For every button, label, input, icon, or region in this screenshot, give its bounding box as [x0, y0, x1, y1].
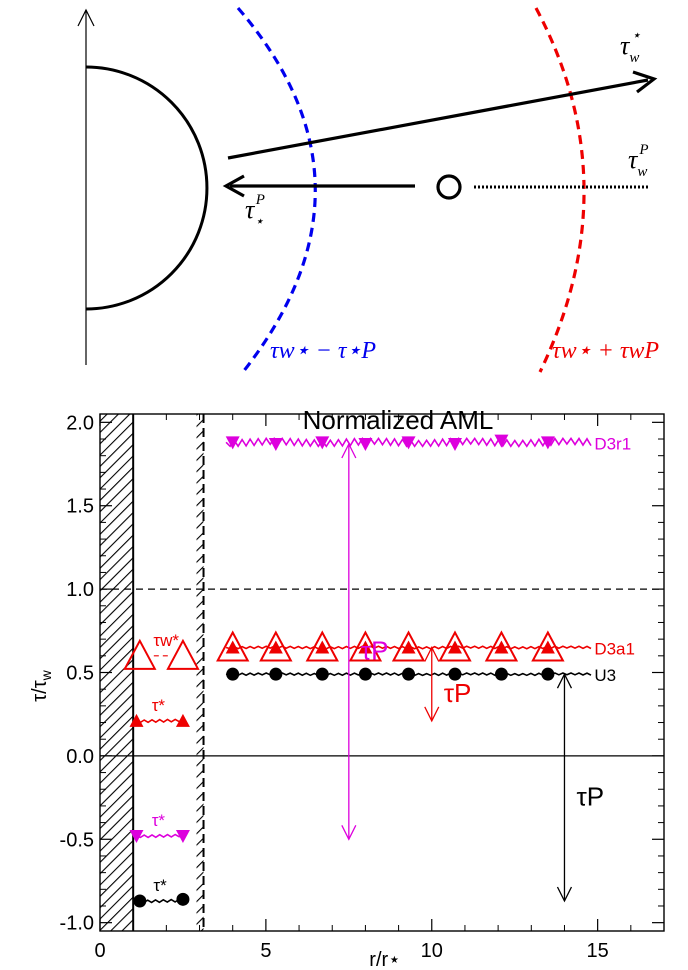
tau-p-arrowhead-bottom: [424, 706, 440, 723]
label-red-curve: τw⋆ + τwP: [552, 338, 659, 364]
source-region-hatch: [196, 414, 204, 931]
data-point-D3a1: [358, 640, 373, 654]
chart-title: Normalized AML: [303, 405, 494, 435]
planet-circle: [436, 174, 462, 200]
y-tick-label: 1.0: [66, 579, 94, 601]
data-point-D3a1-open: [438, 630, 472, 662]
data-point-D3a1-open: [305, 630, 339, 662]
inner-point-label: τ*: [152, 696, 166, 715]
y-axis-label: τ/τw: [29, 669, 54, 701]
y-tick-label: -0.5: [60, 829, 94, 851]
data-point-U3: [448, 667, 462, 681]
data-point-D3a1-open: [348, 630, 383, 662]
x-axis-label: r/r⋆: [369, 949, 400, 970]
wind-arrow-line: [227, 78, 649, 160]
inner-point-label: τ*: [153, 876, 167, 895]
tau-p-label: τP: [361, 636, 389, 666]
label-tau-w-P: τwP: [628, 142, 649, 180]
schematic-axis-arrowhead: [77, 8, 95, 27]
inner-link: [139, 898, 184, 904]
y-tick-label: 1.5: [66, 496, 94, 518]
plot-area: 0 5 10 15 -1.0 -0.5 0.0 0.5 1.0 1.5 2.0 D3r1 D3a1 U3 τ…: [60, 412, 665, 962]
data-point-D3a1: [494, 640, 509, 654]
star-semicircle: [85, 65, 209, 311]
series-label-U3: U3: [594, 666, 616, 685]
series-label-D3a1: D3a1: [594, 639, 635, 658]
data-point-D3a1-open: [216, 630, 250, 662]
inner-data-point: [129, 713, 144, 727]
x-tick-label: 15: [587, 940, 609, 962]
data-point-D3a1-open: [531, 630, 565, 662]
tau-p-arrowhead-top: [341, 442, 357, 459]
schematic-panel: τw⋆ τwP τ⋆P τw⋆ − τ⋆P τw⋆ + τwP: [77, 6, 659, 373]
tau-p-arrowhead-bottom: [341, 824, 357, 841]
label-blue-curve: τw⋆ − τ⋆P: [270, 338, 376, 364]
data-point-U3: [541, 667, 555, 681]
label-tau-w-star: τw⋆: [620, 28, 641, 66]
data-point-D3r1: [315, 436, 330, 450]
data-point-D3a1-open: [259, 630, 293, 662]
red-dashed-curve: [534, 7, 586, 373]
data-point-D3r1: [540, 436, 555, 450]
inner-link: [136, 718, 184, 724]
y-tick-label: 2.0: [66, 412, 94, 434]
tau-p-label: τP: [444, 678, 472, 708]
data-point-D3a1: [225, 640, 240, 654]
chart-panel: Normalized AML 0 5 10 15 -1.0 -0.5 0.0 0.5 1.0 1.…: [29, 405, 665, 970]
data-point-D3r1: [494, 434, 509, 448]
inner-data-point: [176, 892, 190, 906]
planet-arrow-head: [222, 174, 245, 198]
data-point-D3a1-open: [484, 630, 519, 662]
tau-p-label: τP: [576, 782, 604, 812]
inner-data-point: [123, 638, 157, 670]
data-point-D3a1-open: [391, 630, 426, 662]
inner-data-point: [175, 713, 190, 727]
x-tick-label: 5: [260, 940, 271, 962]
blue-dashed-curve: [236, 6, 317, 373]
data-point-D3a1: [401, 640, 416, 654]
inner-point-label: τw*: [153, 631, 179, 650]
inner-point-label: τ*: [152, 811, 166, 830]
data-point-U3: [358, 667, 372, 681]
inner-data-point: [133, 894, 147, 908]
data-point-D3r1: [401, 436, 416, 450]
label-tau-star-P: τ⋆P: [245, 192, 265, 230]
series-label-D3r1: D3r1: [594, 434, 631, 453]
inner-data-point: [175, 829, 190, 843]
tau-p-arrowhead-bottom: [556, 886, 573, 903]
data-point-D3r1: [268, 438, 283, 452]
y-tick-label: -1.0: [60, 913, 94, 935]
data-point-D3a1: [315, 640, 330, 654]
data-point-U3: [226, 667, 240, 681]
x-tick-label: 0: [94, 940, 105, 962]
y-tick-label: 0.5: [66, 663, 94, 685]
inner-data-point: [129, 829, 144, 843]
inner-link: [136, 833, 184, 839]
y-tick-label: 0.0: [66, 746, 94, 768]
data-point-U3: [315, 667, 329, 681]
data-point-D3a1: [268, 640, 283, 654]
data-point-D3a1: [447, 640, 462, 654]
wind-arrow-head: [632, 70, 658, 94]
data-point-D3a1: [540, 640, 555, 654]
data-point-D3r1: [358, 438, 373, 452]
data-point-D3r1: [225, 436, 240, 450]
tau-p-arrowhead-top: [556, 672, 573, 689]
data-point-U3: [402, 667, 416, 681]
x-tick-label: 10: [421, 940, 443, 962]
data-point-U3: [269, 667, 283, 681]
data-point-D3r1: [447, 438, 462, 452]
tau-p-arrowhead-top: [424, 646, 440, 662]
data-point-U3: [494, 667, 508, 681]
svg-text:τ/τw: τ/τw: [29, 669, 54, 701]
inner-data-point: [166, 638, 200, 670]
